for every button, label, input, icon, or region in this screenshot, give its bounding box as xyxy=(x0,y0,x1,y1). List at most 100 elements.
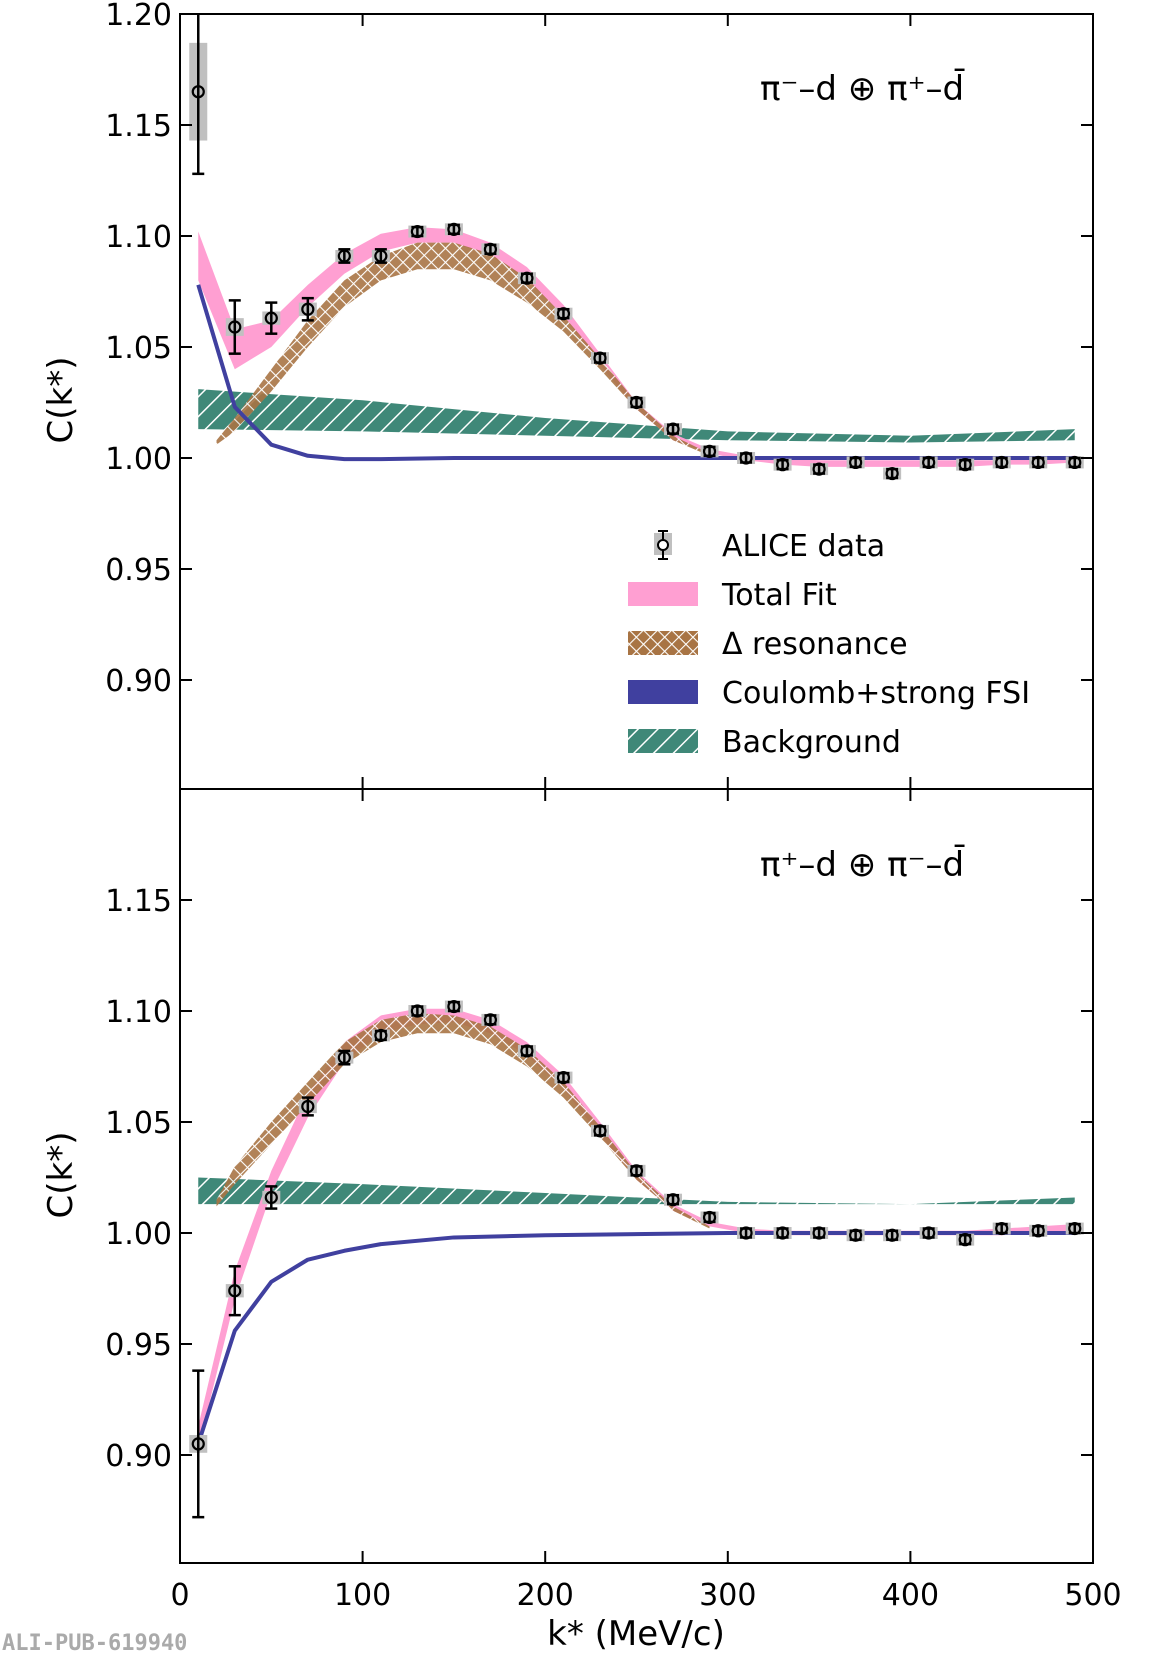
data-point xyxy=(262,301,281,335)
data-marker xyxy=(228,1284,242,1298)
data-point xyxy=(481,242,500,256)
data-point xyxy=(737,451,756,465)
data-marker xyxy=(958,458,972,472)
data-marker xyxy=(301,302,315,316)
legend-label: Coulomb+strong FSI xyxy=(722,676,1030,711)
x-tick-label: 100 xyxy=(334,1578,391,1613)
data-marker xyxy=(1068,1221,1082,1236)
legend-label: Background xyxy=(722,725,901,760)
data-point xyxy=(1065,455,1084,470)
data-marker xyxy=(849,455,863,470)
data-marker xyxy=(849,1228,863,1242)
data-point xyxy=(554,307,573,321)
data-marker xyxy=(702,1210,717,1225)
data-point xyxy=(225,1265,244,1317)
data-point xyxy=(1065,1221,1084,1236)
y-tick-label: 1.05 xyxy=(105,1106,172,1141)
panel-bottom-title: π⁺–d ⊕ π⁻–d̄ xyxy=(760,844,965,885)
data-marker xyxy=(629,395,644,410)
data-point xyxy=(700,1210,719,1225)
data-marker xyxy=(995,455,1009,470)
data-marker xyxy=(556,307,571,321)
data-point xyxy=(664,422,683,436)
data-marker xyxy=(593,351,607,365)
data-point xyxy=(956,1233,975,1247)
legend: ALICE data Total Fit Δ resonance Coulomb+st… xyxy=(628,529,1030,760)
data-point xyxy=(992,455,1011,470)
data-point xyxy=(189,14,208,176)
x-axis-label: k* (MeV/c) xyxy=(547,1614,725,1653)
data-marker xyxy=(775,1226,790,1240)
legend-swatch xyxy=(628,582,698,606)
coulomb-strong-fsi-line xyxy=(196,1231,1075,1445)
delta-resonance-band xyxy=(216,242,710,456)
data-marker xyxy=(775,458,790,472)
data-marker xyxy=(922,455,936,470)
data-marker xyxy=(995,1221,1009,1236)
y-tick-label: 1.15 xyxy=(105,884,172,919)
y-axis-label-top: C(k*) xyxy=(41,357,81,444)
background-band xyxy=(198,389,1075,443)
data-point xyxy=(408,1004,427,1018)
data-marker xyxy=(1031,455,1045,470)
data-point xyxy=(737,1226,756,1240)
legend-label: ALICE data xyxy=(722,529,885,564)
data-marker xyxy=(301,1099,315,1114)
data-point xyxy=(810,462,829,476)
data-marker xyxy=(447,222,461,236)
data-point xyxy=(444,999,463,1014)
data-point xyxy=(335,1049,354,1066)
data-marker xyxy=(739,1226,753,1240)
legend-label: Total Fit xyxy=(721,578,837,613)
legend-swatch xyxy=(628,631,698,655)
coulomb-strong-fsi-line xyxy=(196,284,1075,462)
x-tick-label: 500 xyxy=(1064,1578,1121,1613)
data-point xyxy=(517,1044,536,1058)
data-point xyxy=(590,351,609,365)
delta-resonance-band xyxy=(216,1013,710,1229)
data-point xyxy=(664,1193,683,1207)
y-tick-label: 1.00 xyxy=(105,1217,172,1252)
data-point xyxy=(919,455,938,470)
y-tick-label: 0.95 xyxy=(105,553,172,588)
data-point xyxy=(883,1228,902,1242)
y-tick-label: 0.90 xyxy=(105,664,172,699)
data-marker xyxy=(885,466,899,481)
data-point xyxy=(481,1013,500,1027)
data-marker xyxy=(447,999,461,1014)
y-tick-label: 1.05 xyxy=(105,331,172,366)
data-marker xyxy=(556,1070,571,1085)
data-point xyxy=(298,1096,317,1117)
data-marker xyxy=(410,1004,424,1018)
data-marker xyxy=(922,1226,936,1240)
data-marker xyxy=(191,1437,205,1451)
x-tick-label: 0 xyxy=(170,1578,189,1613)
legend-item: Δ resonance xyxy=(628,627,908,662)
plot-area xyxy=(189,999,1084,1519)
legend-item: ALICE data xyxy=(654,529,885,564)
data-marker xyxy=(264,311,278,325)
watermark: ALI-PUB-619940 xyxy=(2,1631,187,1653)
x-tick-label: 200 xyxy=(517,1578,574,1613)
legend-marker xyxy=(657,539,669,551)
x-tick-label: 300 xyxy=(699,1578,756,1613)
data-point xyxy=(773,1226,792,1240)
panel-top: 1.20 1.15 1.10 1.05 1.00 0.95 0.90 xyxy=(105,0,1094,790)
axes-frame xyxy=(179,788,1094,1564)
panel-bottom: 1.15 1.10 1.05 1.00 0.95 0.90 0 100 200 300 400 500 xyxy=(105,788,1122,1613)
legend-label: Δ resonance xyxy=(722,627,908,662)
data-marker xyxy=(666,1193,680,1207)
y-tick-label: 1.10 xyxy=(105,220,172,255)
data-marker xyxy=(1068,455,1082,470)
data-point xyxy=(992,1221,1011,1236)
data-point xyxy=(554,1070,573,1085)
data-marker xyxy=(228,320,242,334)
data-marker xyxy=(666,422,680,436)
legend-item: Coulomb+strong FSI xyxy=(628,676,1030,711)
data-marker xyxy=(629,1164,644,1178)
data-point xyxy=(517,271,536,285)
data-marker xyxy=(337,1051,351,1065)
legend-item: Background xyxy=(628,725,901,760)
data-point xyxy=(371,248,390,264)
data-point xyxy=(883,466,902,481)
